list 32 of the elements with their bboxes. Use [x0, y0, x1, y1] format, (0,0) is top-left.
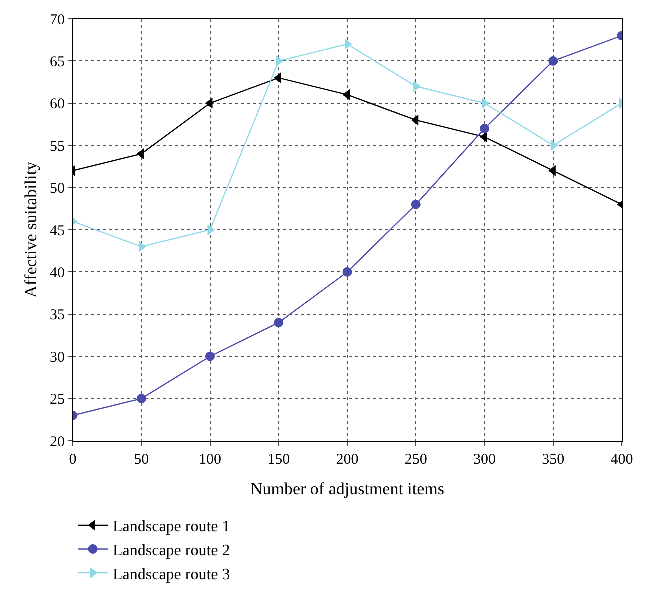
y-tick-label: 50	[50, 181, 65, 198]
legend-label: Landscape route 3	[113, 566, 230, 584]
x-tick-label: 250	[404, 452, 428, 468]
y-tick-label: 35	[50, 308, 65, 324]
point	[136, 394, 146, 404]
y-tick-label: 30	[50, 350, 65, 366]
point	[206, 352, 215, 362]
x-tick-label: 400	[610, 452, 634, 468]
y-tick-label: 40	[50, 265, 65, 282]
y-tick-label: 70	[50, 12, 65, 28]
point	[548, 56, 558, 66]
point	[411, 200, 421, 210]
point	[342, 267, 352, 277]
y-axis-title: Affective suitability	[22, 161, 41, 298]
legend-label: Landscape route 1	[113, 518, 230, 536]
legend-label: Landscape route 2	[113, 542, 230, 560]
x-axis-title: Number of adjustment items	[250, 479, 445, 498]
x-tick-label: 300	[474, 452, 496, 468]
y-tick-label: 60	[50, 96, 65, 113]
x-tick-label: 0	[69, 452, 77, 468]
y-tick-label: 20	[50, 434, 65, 450]
point	[480, 124, 490, 134]
y-tick-label: 65	[50, 54, 65, 70]
x-tick-label: 100	[199, 452, 222, 468]
x-tick-label: 350	[542, 452, 565, 468]
point	[274, 318, 284, 328]
x-tick-label: 150	[268, 452, 290, 468]
x-tick-label: 200	[336, 452, 359, 468]
y-tick-label: 45	[50, 223, 65, 240]
y-tick-label: 25	[50, 392, 65, 408]
x-tick-label: 50	[134, 452, 150, 468]
y-tick-label: 55	[50, 138, 65, 155]
